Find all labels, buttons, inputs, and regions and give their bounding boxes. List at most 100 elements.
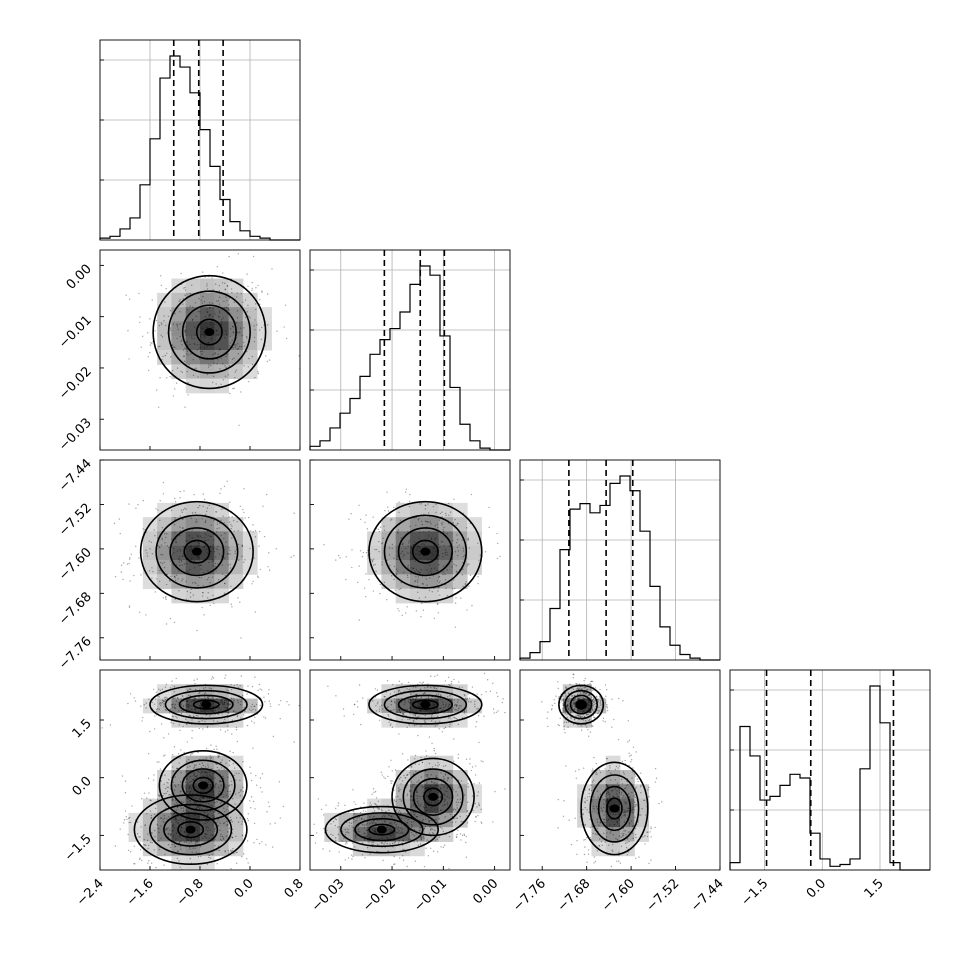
sample-point [489, 690, 492, 693]
sample-point [436, 715, 439, 718]
sample-point [365, 829, 368, 832]
sample-point [145, 614, 147, 616]
sample-point [420, 756, 422, 759]
sample-point [261, 290, 263, 292]
sample-point [258, 545, 260, 547]
sample-point [450, 699, 452, 701]
sample-point [501, 701, 504, 704]
sample-point [236, 715, 238, 718]
sample-point [216, 801, 218, 803]
sample-point [188, 545, 190, 548]
sample-point [592, 698, 595, 700]
sample-point [230, 703, 232, 705]
sample-point [445, 514, 447, 517]
density-cell [157, 335, 172, 351]
sample-point [437, 590, 439, 592]
sample-point [504, 788, 506, 790]
sample-point [185, 352, 188, 355]
sample-point [570, 717, 572, 720]
sample-point [386, 680, 389, 682]
sample-point [438, 519, 440, 521]
sample-point [432, 832, 434, 835]
sample-point [451, 588, 454, 590]
sample-point [190, 780, 193, 783]
sample-point [430, 774, 433, 776]
sample-point [428, 572, 430, 574]
sample-point [454, 708, 456, 711]
sample-point [189, 790, 192, 793]
sample-point [408, 540, 410, 542]
sample-point [232, 332, 235, 334]
sample-point [415, 569, 418, 571]
sample-point [426, 775, 428, 777]
sample-point [574, 698, 576, 700]
sample-point [219, 781, 221, 783]
sample-point [187, 810, 190, 813]
sample-point [565, 721, 568, 723]
sample-point [437, 603, 439, 605]
sample-point [173, 707, 176, 709]
sample-point [393, 565, 396, 568]
sample-point [606, 709, 609, 712]
sample-point [224, 699, 226, 702]
sample-point [172, 781, 174, 784]
sample-point [170, 708, 172, 710]
sample-point [421, 560, 424, 563]
density-cell [452, 812, 468, 828]
sample-point [171, 369, 174, 372]
sample-point [220, 331, 222, 333]
density-cell [620, 798, 635, 814]
sample-point [228, 827, 231, 830]
density-cell [171, 307, 187, 322]
sample-point [240, 345, 243, 348]
sample-point [624, 802, 627, 805]
sample-point [421, 761, 424, 764]
sample-point [235, 369, 237, 371]
sample-point [263, 716, 265, 718]
sample-point [151, 567, 153, 569]
sample-point [374, 803, 376, 805]
sample-point [413, 828, 416, 831]
sample-point [207, 569, 209, 572]
sample-point [206, 373, 209, 376]
sample-point [400, 827, 402, 829]
sample-point [206, 326, 208, 329]
sample-point [249, 807, 252, 809]
sample-point [214, 810, 216, 812]
density-cell [410, 502, 425, 518]
sample-point [609, 824, 611, 826]
sample-point [261, 773, 264, 775]
sample-point [438, 587, 440, 589]
sample-point [650, 880, 651, 881]
sample-point [174, 784, 176, 786]
sample-point [180, 704, 182, 706]
sample-point [421, 785, 423, 788]
sample-point [425, 847, 427, 849]
sample-point [426, 795, 428, 797]
sample-point [582, 812, 584, 815]
sample-point [241, 820, 244, 823]
sample-point [634, 804, 636, 806]
sample-point [399, 788, 401, 791]
sample-point [150, 817, 152, 819]
density-cell [142, 531, 158, 547]
sample-point [269, 823, 272, 825]
sample-point [652, 880, 653, 881]
sample-point [347, 857, 350, 859]
sample-point [616, 795, 619, 798]
sample-point [126, 818, 128, 821]
sample-point [387, 775, 389, 778]
sample-point [203, 687, 205, 689]
sample-point [178, 842, 181, 844]
sample-point [273, 841, 274, 842]
sample-point [452, 539, 454, 542]
sample-point [201, 698, 203, 700]
sample-point [480, 808, 482, 810]
density-cell [424, 588, 440, 604]
sample-point [400, 776, 402, 779]
sample-point [631, 825, 634, 827]
sample-point [394, 822, 396, 824]
sample-point [153, 715, 156, 717]
sample-point [459, 833, 462, 835]
sample-point [358, 684, 361, 686]
